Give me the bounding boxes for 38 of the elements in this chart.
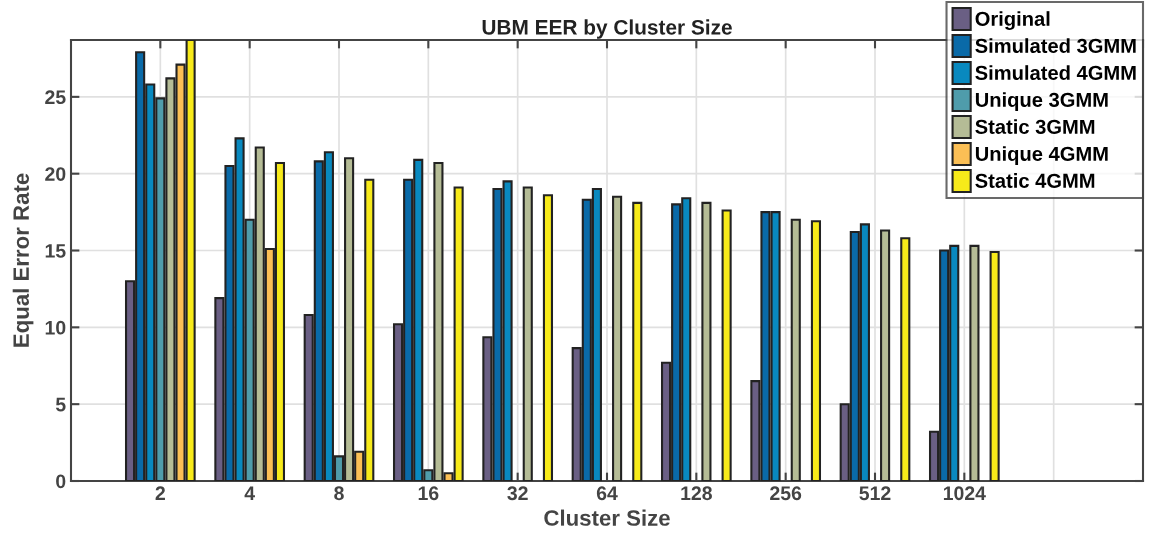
- x-tick-label: 8: [334, 486, 344, 501]
- x-axis-title: Cluster Size: [544, 509, 670, 526]
- legend-label: Unique 3GMM: [975, 92, 1108, 111]
- y-axis-title: Equal Error Rate: [12, 173, 34, 347]
- bar: [542, 194, 554, 481]
- x-tick-label: 256: [770, 486, 802, 501]
- bar: [810, 220, 822, 481]
- bar: [612, 195, 623, 481]
- legend-label: Static 3GMM: [975, 119, 1095, 134]
- x-tick-label: 1024: [943, 486, 986, 501]
- bar: [989, 251, 1000, 481]
- legend-label: Simulated 3GMM: [975, 38, 1136, 54]
- legend-label: Simulated 4GMM: [975, 65, 1136, 80]
- x-tick-label: 64: [596, 486, 618, 501]
- x-tick-label: 2: [155, 486, 165, 500]
- bar: [632, 201, 643, 481]
- x-tick-label: 16: [418, 486, 439, 501]
- y-tick-label: 20: [45, 167, 66, 181]
- x-tick-label: 512: [859, 486, 891, 501]
- bar: [880, 229, 891, 481]
- y-tick-label: 5: [55, 397, 66, 412]
- y-tick-label: 0: [56, 474, 66, 489]
- x-tick-label: 4: [244, 486, 255, 500]
- legend-label: Static 4GMM: [975, 173, 1095, 188]
- x-tick-label: 32: [507, 486, 528, 501]
- bar: [900, 237, 911, 481]
- bar: [969, 244, 980, 481]
- x-tick-label: 128: [681, 486, 712, 501]
- legend-label: Original: [975, 11, 1050, 31]
- y-tick-label: 10: [45, 320, 66, 335]
- bar: [721, 209, 732, 481]
- y-tick-label: 15: [45, 244, 66, 258]
- chart-title: UBM EER by Cluster Size: [482, 19, 732, 39]
- bar: [522, 186, 533, 481]
- y-tick-label: 25: [45, 90, 66, 105]
- bar: [790, 218, 801, 481]
- legend-label: Unique 4GMM: [975, 146, 1108, 165]
- bar: [701, 201, 712, 481]
